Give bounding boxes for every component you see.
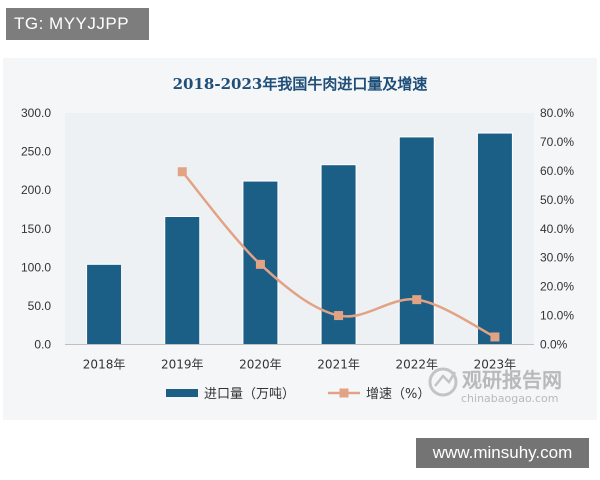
bar [86,263,123,346]
y-right-tick-label: 80.0% [540,106,574,120]
site-url-tag: www.minsuhy.com [416,438,589,468]
chart-title: 2018-2023年我国牛肉进口量及增速 [173,75,428,93]
y-left-tick-label: 0.0 [34,338,51,352]
x-tick-label: 2018年 [83,358,126,372]
legend-swatch-bar [166,389,198,397]
watermark-logo-icon [434,371,457,387]
y-right-tick-label: 40.0% [540,222,574,236]
y-right-tick-label: 0.0% [540,338,568,352]
y-left-tick-label: 300.0 [21,106,51,120]
chart: 2018-2023年我国牛肉进口量及增速 0.0 50.0 100.0 150.0 20… [21,75,574,405]
watermark-domain: chinabaogao.com [461,392,559,405]
y-right-tick-label: 50.0% [540,193,574,207]
y-right-tick-label: 60.0% [540,164,574,178]
growth-marker [334,311,344,321]
x-tick-label: 2021年 [317,358,360,372]
watermark-name: 观研报告网 [462,368,562,392]
x-tick-label: 2019年 [161,358,204,372]
legend: 进口量（万吨） 增速（%） [166,387,430,402]
y-right-tick-label: 30.0% [540,251,574,265]
y-left-tick-label: 100.0 [21,260,51,274]
legend-label-bar: 进口量（万吨） [204,387,295,402]
y-left-tick-label: 200.0 [21,183,51,197]
x-tick-label: 2022年 [395,358,438,372]
watermark-logo-icon [428,367,458,397]
x-tick-label: 2023年 [474,358,517,372]
x-tick-label: 2020年 [239,358,282,372]
plot-area: 0.0 50.0 100.0 150.0 200.0 250.0 300.0 0.0% 10.0… [21,106,574,372]
y-left-tick-label: 250.0 [21,145,51,159]
y-left-tick-label: 150.0 [21,222,51,236]
chart-panel: 2018-2023年我国牛肉进口量及增速 0.0 50.0 100.0 150.0 20… [3,58,597,420]
bar [164,215,201,345]
y-left-tick-label: 50.0 [28,299,52,313]
bar [476,132,513,345]
y-right-tick-label: 70.0% [540,135,574,149]
top-tag: TG: MYYJJPP [6,8,149,40]
growth-marker [177,167,187,177]
growth-marker [412,295,422,305]
growth-marker [255,259,265,269]
legend-marker [339,388,349,398]
bar [398,136,435,346]
plot-background [65,113,534,345]
growth-marker [490,332,500,342]
legend-label-line: 增速（%） [366,387,430,402]
y-right-tick-label: 10.0% [540,309,574,323]
y-right-tick-label: 20.0% [540,280,574,294]
